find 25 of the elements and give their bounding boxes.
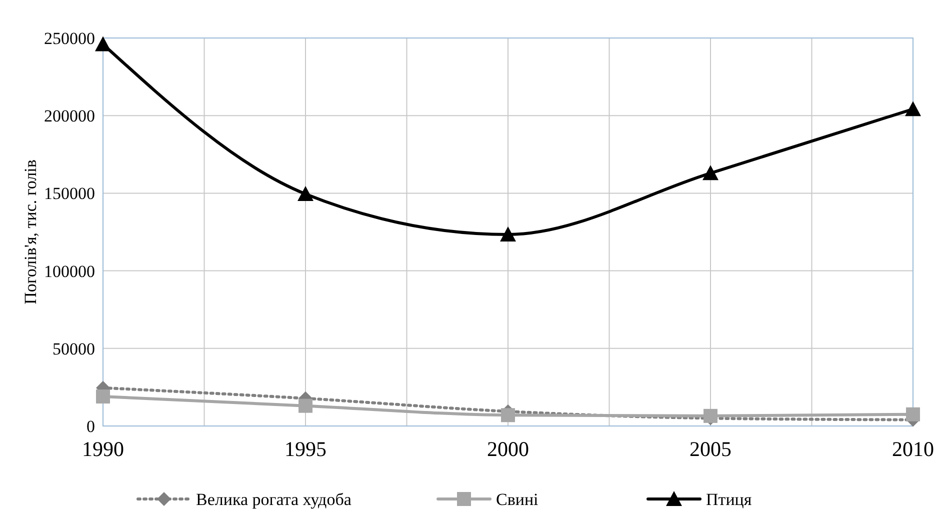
x-tick-label: 2005 (690, 437, 732, 461)
point (702, 165, 718, 180)
y-tick-label: 250000 (44, 28, 95, 48)
point (704, 408, 718, 423)
y-tick-label: 50000 (52, 339, 95, 358)
y-axis-title: Поголів'я, тис. голів (21, 160, 40, 304)
point (298, 398, 312, 413)
point (95, 36, 111, 52)
point (501, 408, 515, 422)
y-tick-label: 150000 (44, 184, 95, 204)
legend-label: Свині (496, 490, 539, 509)
point (905, 101, 921, 116)
point (906, 407, 920, 422)
point (500, 226, 516, 242)
legend-label: Птиця (706, 490, 752, 509)
x-tick-label: 2010 (892, 437, 934, 461)
point (298, 186, 314, 201)
point (96, 390, 110, 404)
y-tick-label: 0 (86, 416, 95, 436)
x-tick-label: 1995 (284, 437, 326, 461)
y-tick-label: 200000 (44, 106, 95, 126)
x-tick-label: 2000 (487, 437, 529, 461)
x-tick-label: 1990 (82, 437, 124, 461)
y-tick-label: 100000 (44, 262, 95, 281)
legend-label: Велика рогата худоба (196, 490, 352, 509)
